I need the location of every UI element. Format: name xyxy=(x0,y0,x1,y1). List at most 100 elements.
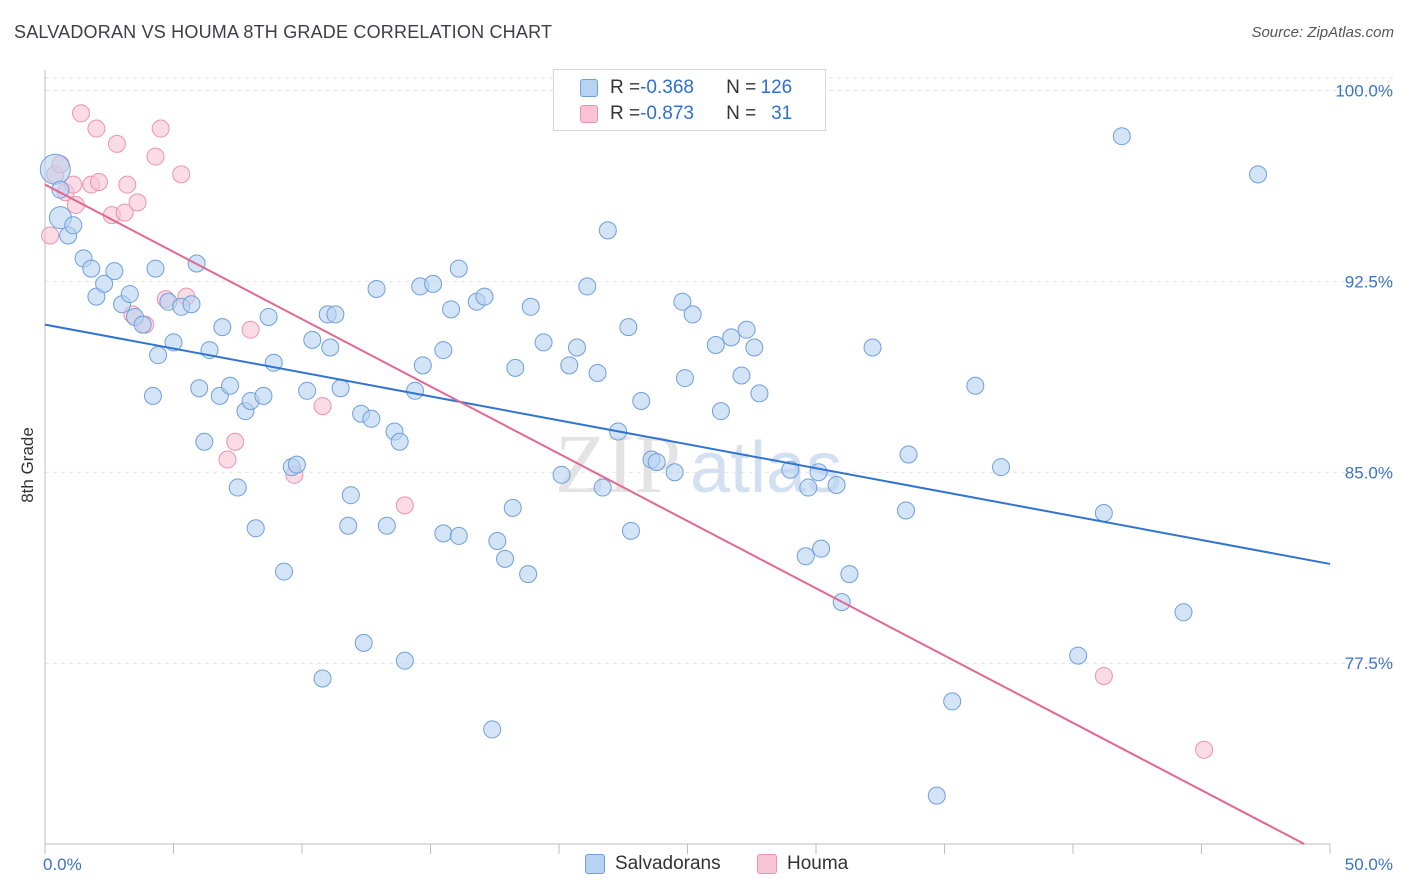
salvadorans-point xyxy=(298,381,317,400)
salvadorans-point xyxy=(275,562,294,581)
houma-swatch xyxy=(580,105,598,123)
houma-point xyxy=(241,320,260,339)
x-tick-label-min: 0.0% xyxy=(43,855,82,874)
salvadorans-point xyxy=(799,478,818,497)
salvadorans-point xyxy=(390,432,409,451)
legend-n-label: N = xyxy=(726,103,757,124)
salvadorans-point xyxy=(488,532,507,551)
salvadorans-point xyxy=(503,498,522,517)
houma-point xyxy=(107,134,126,153)
salvadorans-point xyxy=(149,346,168,365)
salvadorans-point xyxy=(339,516,358,535)
salvadorans-point xyxy=(254,386,273,405)
salvadorans-point xyxy=(475,287,494,306)
grid-layer xyxy=(45,77,1394,664)
legend-r-label: R = xyxy=(610,103,641,124)
y-tick-label: 100.0% xyxy=(1335,81,1393,100)
salvadorans-point xyxy=(164,333,183,352)
salvadorans-point xyxy=(442,300,461,319)
bottom-legend-salvadorans[interactable]: Salvadorans xyxy=(585,852,721,876)
houma-point xyxy=(151,119,170,138)
houma-point xyxy=(89,173,108,192)
salvadorans-point xyxy=(560,356,579,375)
y-tick-label: 77.5% xyxy=(1345,654,1393,673)
salvadorans-point xyxy=(95,274,114,293)
salvadorans-point xyxy=(303,330,322,349)
salvadorans-point xyxy=(632,391,651,410)
salvadorans-legend-swatch xyxy=(585,854,605,874)
salvadorans-point xyxy=(64,216,83,235)
salvadorans-point xyxy=(521,297,540,316)
salvadorans-point xyxy=(519,565,538,584)
salvadorans-point xyxy=(722,328,741,347)
legend-n-value: 126 xyxy=(760,77,793,98)
salvadorans-point xyxy=(927,786,946,805)
salvadorans-point xyxy=(1094,504,1113,523)
salvadorans-point xyxy=(362,409,381,428)
salvadorans-point xyxy=(809,463,828,482)
salvadorans-point xyxy=(259,307,278,326)
houma-point xyxy=(1094,666,1113,685)
salvadorans-point xyxy=(424,274,443,293)
salvadorans-point xyxy=(105,262,124,281)
salvadorans-point xyxy=(195,432,214,451)
salvadorans-point xyxy=(647,453,666,472)
houma-point xyxy=(218,450,237,469)
tick-labels: 77.5% 85.0% 92.5% 100.0% 0.0% 50.0% xyxy=(43,81,1393,874)
houma-legend-label: Houma xyxy=(787,853,849,874)
salvadorans-point xyxy=(313,669,332,688)
salvadorans-point xyxy=(221,376,240,395)
bottom-legend-houma[interactable]: Houma xyxy=(757,852,848,876)
houma-point xyxy=(226,432,245,451)
salvadorans-points xyxy=(39,127,1268,805)
salvadorans-point xyxy=(39,153,71,185)
salvadorans-point xyxy=(840,565,859,584)
salvadorans-point xyxy=(146,259,165,278)
salvadorans-point xyxy=(737,320,756,339)
salvadorans-point xyxy=(143,386,162,405)
houma-point xyxy=(146,147,165,166)
houma-point xyxy=(172,165,191,184)
salvadorans-point xyxy=(593,478,612,497)
salvadorans-point xyxy=(82,259,101,278)
y-axis-title: 8th Grade xyxy=(18,427,37,503)
salvadorans-point xyxy=(683,305,702,324)
legend-row-houma: R = -0.873 N = 31 xyxy=(580,102,792,126)
salvadorans-point xyxy=(578,277,597,296)
salvadorans-legend-label: Salvadorans xyxy=(615,853,721,874)
houma-point xyxy=(1195,740,1214,759)
legend-r-label: R = xyxy=(610,77,641,98)
salvadorans-point xyxy=(331,379,350,398)
salvadorans-point xyxy=(796,547,815,566)
y-tick-label: 92.5% xyxy=(1345,272,1393,291)
houma-point xyxy=(41,226,60,245)
houma-legend-swatch xyxy=(757,854,777,874)
salvadorans-point xyxy=(190,379,209,398)
salvadorans-point xyxy=(567,338,586,357)
houma-point xyxy=(115,203,134,222)
axis-layer xyxy=(44,70,1331,854)
salvadorans-point xyxy=(552,465,571,484)
houma-point xyxy=(118,175,137,194)
source-label: Source: ZipAtlas.com xyxy=(1251,24,1394,41)
salvadorans-point xyxy=(673,292,692,311)
salvadorans-point xyxy=(246,519,265,538)
salvadorans-point xyxy=(745,338,764,357)
salvadorans-point xyxy=(341,486,360,505)
salvadorans-point xyxy=(321,338,340,357)
salvadorans-point xyxy=(182,295,201,314)
salvadorans-point xyxy=(434,341,453,360)
legend-r-value: -0.368 xyxy=(640,77,694,98)
salvadorans-point xyxy=(711,402,730,421)
salvadorans-point xyxy=(133,315,152,334)
salvadorans-point xyxy=(732,366,751,385)
houma-point xyxy=(87,119,106,138)
salvadorans-point xyxy=(750,384,769,403)
trend-lines xyxy=(44,183,1331,845)
salvadorans-point xyxy=(665,463,684,482)
salvadorans-point xyxy=(966,376,985,395)
salvadorans-point xyxy=(863,338,882,357)
stats-legend: R = -0.368 N = 126 R = -0.873 N = 31 xyxy=(553,69,826,131)
salvadorans-point xyxy=(534,333,553,352)
